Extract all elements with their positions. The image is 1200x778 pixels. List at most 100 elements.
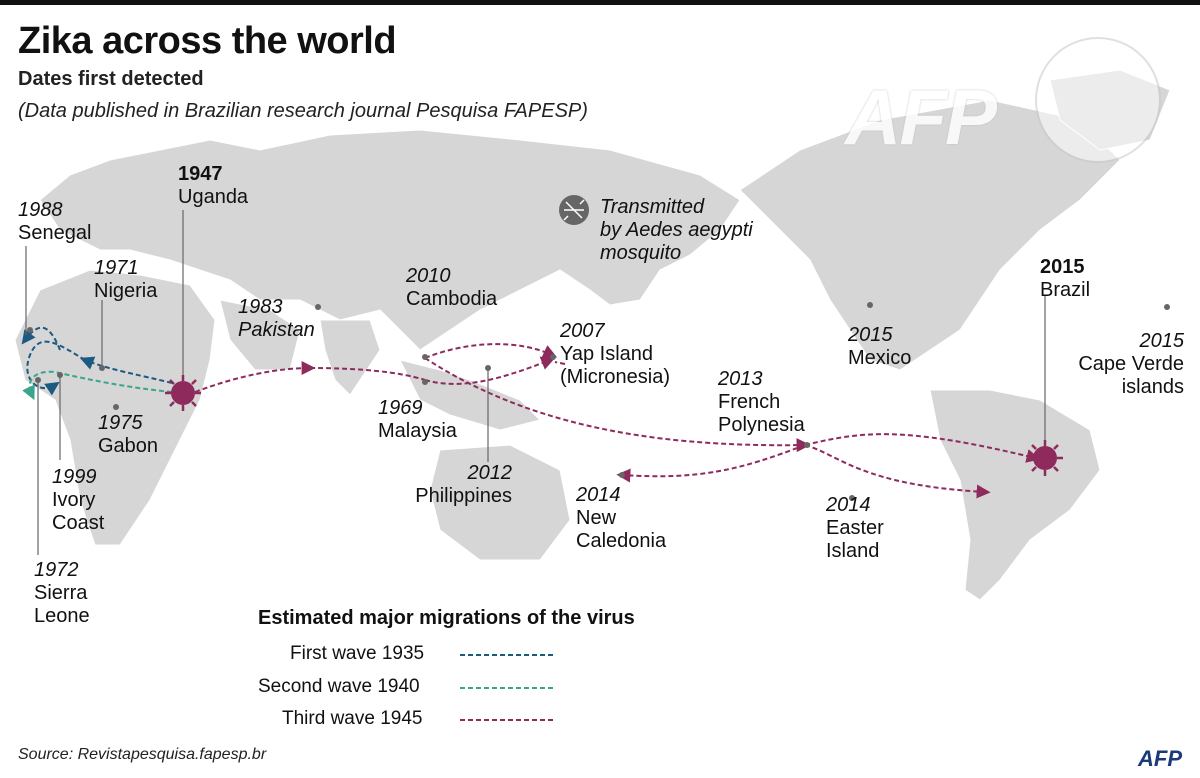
place-name-2: (Micronesia) [560, 366, 671, 388]
place-year: 2015 [1139, 330, 1185, 352]
place-year: 2007 [560, 320, 605, 342]
place-label-yap: 2007 Yap Island (Micronesia) [560, 320, 670, 389]
legend-item-first: First wave 1935 [290, 643, 425, 664]
south-america-land [929, 389, 1101, 601]
place-year: 2014 [576, 484, 621, 506]
place-label-newcal: 2014 New Caledonia [576, 484, 666, 553]
place-year: 2013 [718, 368, 763, 390]
third-wave-route [309, 367, 426, 381]
virus-icon [1027, 440, 1063, 476]
place-year: 1972 [34, 559, 79, 581]
watermark-ball [1035, 37, 1161, 163]
dot-newcal [619, 472, 625, 478]
eurasia-land [39, 129, 741, 351]
place-label-uganda: 1947 Uganda [178, 163, 248, 209]
dot-capeverde [1164, 304, 1170, 310]
place-year: 1988 [18, 199, 63, 221]
place-name: Philippines [415, 485, 512, 507]
place-name: Pakistan [238, 319, 315, 341]
third-wave-route [424, 356, 556, 385]
seasia-land [399, 359, 541, 431]
place-label-brazil: 2015 Brazil [1040, 256, 1090, 302]
place-name: Brazil [1040, 279, 1091, 301]
third-wave-route [554, 361, 566, 365]
australia-land [429, 444, 571, 561]
dot-mexico [867, 302, 873, 308]
dot-yap [550, 354, 556, 360]
mosquito-note-line: by Aedes aegypti [600, 219, 753, 241]
page-subtitle: Dates first detected [18, 68, 204, 90]
mosquito-icon [559, 195, 589, 225]
mosquito-note: Transmitted by Aedes aegypti mosquito [600, 196, 753, 265]
place-year: 2015 [1040, 256, 1085, 278]
place-year: 2014 [826, 494, 871, 516]
third-wave-route [424, 343, 558, 359]
north-america-land [739, 99, 1121, 371]
first-wave-routes [21, 326, 173, 396]
place-name: New [576, 507, 617, 529]
legend-lines [460, 654, 556, 721]
india-land [319, 319, 381, 396]
mosquito-note-line: mosquito [600, 242, 682, 264]
place-name: Mexico [848, 347, 912, 369]
legend-item-third: Third wave 1945 [282, 708, 423, 729]
dot-easter [849, 495, 855, 501]
place-label-ivory: 1999 Ivory Coast [52, 466, 104, 535]
legend-item-second: Second wave 1940 [258, 676, 420, 697]
place-year: 2015 [848, 324, 893, 346]
place-name: Senegal [18, 222, 92, 244]
place-label-easter: 2014 Easter Island [826, 494, 884, 563]
dot-frenchpoly [804, 442, 810, 448]
first-wave-route [26, 340, 86, 396]
place-name: Easter [826, 517, 884, 539]
third-wave-route [804, 444, 991, 499]
virus-icon [165, 375, 201, 411]
third-wave-route [194, 361, 316, 393]
place-name: Cape Verde [1078, 353, 1184, 375]
place-name: Ivory [52, 489, 96, 511]
legend-title: Estimated major migrations of the virus [258, 607, 635, 629]
place-label-frenchpoly: 2013 French Polynesia [718, 368, 805, 437]
place-label-malaysia: 1969 Malaysia [378, 397, 457, 443]
place-name: Cambodia [406, 288, 498, 310]
place-label-senegal: 1988 Senegal [18, 199, 91, 245]
place-name-2: Coast [52, 512, 105, 534]
place-name-2: Polynesia [718, 414, 805, 436]
leader-lines [25, 210, 1046, 555]
place-label-sierra: 1972 Sierra Leone [34, 559, 90, 628]
afp-logo: AFP [1138, 746, 1182, 771]
data-note: (Data published in Brazilian research jo… [18, 100, 588, 122]
source-note: Source: Revistapesquisa.fapesp.br [18, 746, 267, 763]
dot-malaysia [422, 379, 428, 385]
place-name-2: islands [1121, 376, 1184, 398]
dot-cambodia [422, 354, 428, 360]
place-label-pakistan: 1983 Pakistan [238, 296, 315, 342]
arabia-land [219, 299, 301, 371]
place-name-2: Caledonia [576, 530, 667, 552]
top-rule [0, 0, 1200, 5]
place-year: 1947 [178, 163, 223, 185]
place-year: 1999 [52, 466, 97, 488]
place-name: Uganda [178, 186, 249, 208]
place-year: 1969 [378, 397, 423, 419]
place-label-nigeria: 1971 Nigeria [94, 257, 157, 303]
third-wave-route [424, 357, 811, 453]
place-label-capeverde: 2015 Cape Verde islands [1066, 330, 1184, 399]
place-name: Yap Island [560, 343, 654, 365]
place-label-mexico: 2015 Mexico [848, 324, 911, 370]
dot-gabon [113, 404, 119, 410]
place-name: Gabon [98, 435, 159, 457]
afp-watermark: AFP [845, 73, 997, 161]
place-name-2: Leone [34, 605, 90, 627]
third-wave-route [804, 433, 1041, 463]
place-label-cambodia: 2010 Cambodia [406, 265, 497, 311]
place-name-2: Island [826, 540, 880, 562]
third-wave-route [616, 444, 806, 483]
place-label-philippines: 2012 Philippines [394, 462, 512, 508]
mosquito-note-line: Transmitted [600, 196, 705, 218]
place-year: 1975 [98, 412, 143, 434]
dot-pakistan [315, 304, 321, 310]
dot-senegal [27, 327, 33, 333]
place-year: 1971 [94, 257, 139, 279]
